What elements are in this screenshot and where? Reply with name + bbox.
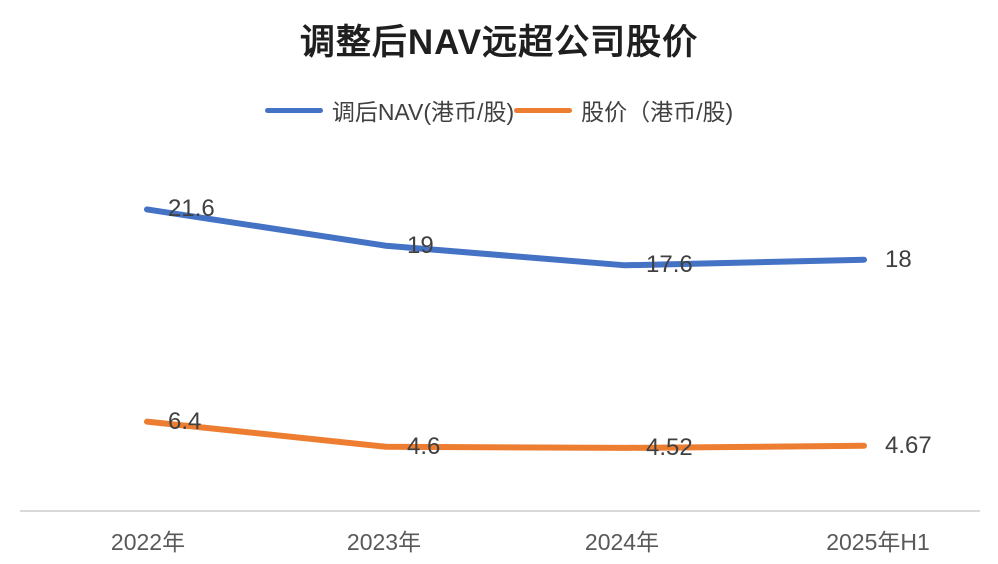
nav-line — [144, 206, 867, 269]
x-axis-label: 2023年 — [346, 529, 422, 555]
legend-label-price: 股价（港币/股) — [581, 99, 734, 125]
chart-title: 调整后NAV远超公司股价 — [299, 23, 699, 62]
x-axis-label: 2025年H1 — [826, 529, 930, 555]
data-label: 17.6 — [646, 251, 693, 279]
nav-line-swatch-icon — [264, 107, 323, 113]
data-label: 18 — [885, 245, 912, 273]
x-axis-label: 2024年 — [584, 529, 660, 555]
x-axis-label: 2022年 — [110, 529, 186, 555]
price-line — [144, 418, 867, 451]
legend-label-nav: 调后NAV(港币/股) — [331, 99, 515, 125]
data-label: 19 — [407, 231, 434, 259]
legend-item-nav: 调后NAV(港币/股) — [264, 93, 515, 127]
chart-legend: 调后NAV(港币/股) 股价（港币/股) — [0, 93, 998, 127]
data-label: 4.52 — [646, 433, 693, 461]
data-label: 6.4 — [168, 407, 202, 435]
legend-item-price: 股价（港币/股) — [514, 93, 733, 127]
data-label: 4.67 — [885, 431, 932, 459]
data-label: 4.6 — [407, 432, 441, 460]
price-line-swatch-icon — [514, 107, 573, 113]
data-label: 21.6 — [168, 195, 215, 223]
